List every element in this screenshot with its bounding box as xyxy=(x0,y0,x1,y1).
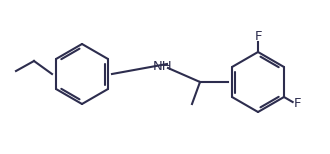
Text: F: F xyxy=(294,97,301,109)
Text: F: F xyxy=(254,30,262,43)
Text: NH: NH xyxy=(153,59,173,73)
